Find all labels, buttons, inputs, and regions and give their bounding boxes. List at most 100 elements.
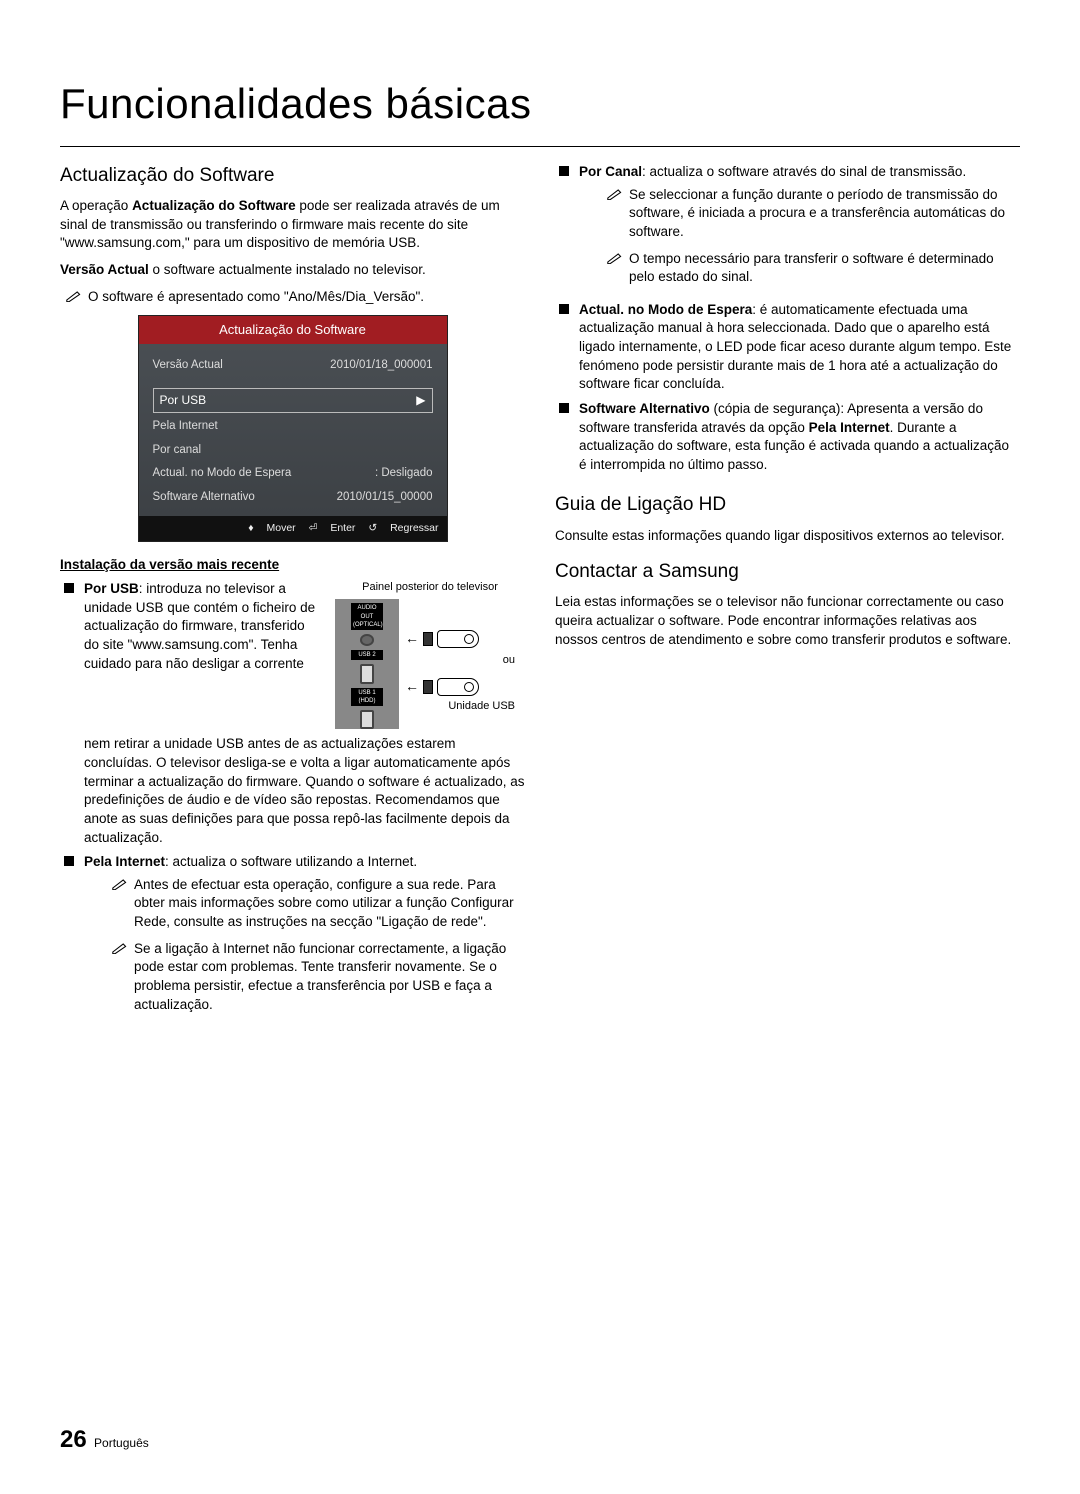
osd-row: Por canal	[153, 439, 433, 463]
arrow-left-icon: ←	[405, 629, 419, 648]
square-bullet-icon	[559, 403, 569, 413]
osd-row-version: Versão Actual 2010/01/18_000001	[153, 354, 433, 378]
square-bullet-icon	[559, 304, 569, 314]
left-column: Actualização do Software A operação Actu…	[60, 157, 525, 1028]
text: o software actualmente instalado no tele…	[149, 262, 426, 277]
right-column: Por Canal: actualiza o software através …	[555, 157, 1020, 1028]
bullet-por-usb: Por USB: introduza no televisor a unidad…	[60, 580, 525, 847]
page-footer: 26 Português	[60, 1426, 149, 1454]
osd-value: : Desligado	[375, 466, 433, 482]
text: : actualiza o software através do sinal …	[642, 164, 966, 179]
note-text: O tempo necessário para transferir o sof…	[629, 250, 1020, 287]
page-title: Funcionalidades básicas	[60, 80, 1020, 128]
osd-selected-row: Por USB ▶	[153, 388, 433, 413]
osd-body: Versão Actual 2010/01/18_000001 Por USB …	[139, 344, 447, 516]
bold-term: Actualização do Software	[132, 198, 296, 213]
port-label-usb1: USB 1 (HDD)	[351, 688, 383, 707]
section-heading-software-update: Actualização do Software	[60, 163, 525, 189]
plug-tip-icon	[423, 680, 433, 694]
port-label-optical: AUDIO OUT (OPTICAL)	[351, 603, 383, 630]
bullet-por-canal: Por Canal: actualiza o software através …	[555, 163, 1020, 295]
contact-paragraph: Leia estas informações se o televisor nã…	[555, 593, 1020, 649]
title-rule	[60, 146, 1020, 147]
square-bullet-icon	[64, 583, 74, 593]
page-language: Português	[94, 1436, 149, 1450]
usb-port-icon	[360, 664, 374, 683]
tv-rear-panel-diagram: Painel posterior do televisor AUDIO OUT …	[335, 580, 525, 729]
note-icon	[607, 251, 623, 287]
port-label-usb2: USB 2	[351, 650, 383, 660]
section-heading-hd-guide: Guia de Ligação HD	[555, 492, 1020, 518]
note-icon	[112, 877, 128, 932]
hd-guide-paragraph: Consulte estas informações quando ligar …	[555, 527, 1020, 546]
text: Regressar	[390, 522, 438, 534]
bold-term: Pela Internet	[809, 420, 890, 435]
optical-port-icon	[360, 634, 374, 646]
square-bullet-icon	[559, 166, 569, 176]
osd-label: Pela Internet	[153, 419, 218, 435]
arrow-left-icon: ←	[405, 677, 419, 696]
osd-label: Actual. no Modo de Espera	[153, 466, 292, 482]
osd-title: Actualização do Software	[139, 316, 447, 344]
plug-tip-icon	[423, 632, 433, 646]
osd-hint-move: ♦ Mover	[248, 522, 295, 534]
square-bullet-icon	[64, 856, 74, 866]
note-icon	[66, 289, 82, 308]
intro-paragraph: A operação Actualização do Software pode…	[60, 197, 525, 253]
osd-value: 2010/01/15_00000	[337, 490, 433, 506]
bullet-alt-software: Software Alternativo (cópia de segurança…	[555, 400, 1020, 475]
triangle-right-icon: ▶	[416, 392, 425, 409]
note-text: Antes de efectuar esta operação, configu…	[134, 876, 525, 932]
usb-plug-bottom: ←	[405, 677, 479, 696]
page-number: 26	[60, 1426, 87, 1453]
osd-screenshot: Actualização do Software Versão Actual 2…	[138, 315, 448, 541]
diagram-caption: Painel posterior do televisor	[335, 580, 525, 595]
note-icon	[607, 187, 623, 242]
usb-diagram-row: Por USB: introduza no televisor a unidad…	[84, 580, 525, 729]
subheading-install-latest: Instalação da versão mais recente	[60, 556, 525, 575]
bold-term: Por USB	[84, 581, 139, 596]
two-column-layout: Actualização do Software A operação Actu…	[60, 157, 1020, 1028]
osd-label: Por USB	[160, 392, 207, 409]
osd-row: Pela Internet	[153, 415, 433, 439]
osd-hint-enter: ⏎ Enter	[309, 522, 356, 534]
note-configure-network: Antes de efectuar esta operação, configu…	[84, 876, 525, 932]
current-version-paragraph: Versão Actual o software actualmente ins…	[60, 261, 525, 280]
bold-term: Pela Internet	[84, 854, 165, 869]
bullet-pela-internet: Pela Internet: actualiza o software util…	[60, 853, 525, 1022]
usb-port-icon	[360, 710, 374, 729]
section-heading-contact-samsung: Contactar a Samsung	[555, 559, 1020, 585]
osd-footer: ♦ Mover ⏎ Enter ↺ Regressar	[139, 516, 447, 540]
note-text: Se seleccionar a função durante o períod…	[629, 186, 1020, 242]
note-internet-problem: Se a ligação à Internet não funcionar co…	[84, 940, 525, 1015]
osd-label: Software Alternativo	[153, 490, 255, 506]
note-icon	[112, 941, 128, 1015]
bold-term: Versão Actual	[60, 262, 149, 277]
bold-term: Por Canal	[579, 164, 642, 179]
text: : actualiza o software utilizando a Inte…	[165, 854, 417, 869]
osd-label: Versão Actual	[153, 358, 223, 374]
usb-text-left: Por USB: introduza no televisor a unidad…	[84, 580, 321, 729]
usb-connectors-graphic: ← ou ← Unidade USB	[405, 599, 515, 729]
usb-drive-icon	[437, 678, 479, 696]
note-software-format: O software é apresentado como "Ano/Mês/D…	[60, 288, 525, 308]
note-channel-period: Se seleccionar a função durante o períod…	[579, 186, 1020, 242]
osd-row: Software Alternativo 2010/01/15_00000	[153, 486, 433, 510]
tv-panel-graphic: AUDIO OUT (OPTICAL) USB 2 USB 1 (HDD)	[335, 599, 399, 729]
usb-drive-caption: Unidade USB	[445, 699, 515, 714]
usb-plug-top: ←	[405, 629, 479, 648]
usb-text-continued: nem retirar a unidade USB antes de as ac…	[84, 736, 524, 844]
note-text: Se a ligação à Internet não funcionar co…	[134, 940, 525, 1015]
note-channel-time: O tempo necessário para transferir o sof…	[579, 250, 1020, 287]
osd-hint-return: ↺ Regressar	[368, 522, 438, 534]
note-text: O software é apresentado como "Ano/Mês/D…	[88, 288, 424, 308]
text: A operação	[60, 198, 132, 213]
usb-drive-icon	[437, 630, 479, 648]
bold-term: Actual. no Modo de Espera	[579, 302, 752, 317]
or-label: ou	[503, 653, 515, 668]
bullet-standby-update: Actual. no Modo de Espera: é automaticam…	[555, 301, 1020, 394]
osd-panel: Actualização do Software Versão Actual 2…	[138, 315, 448, 541]
osd-value: 2010/01/18_000001	[330, 358, 432, 374]
osd-row: Actual. no Modo de Espera : Desligado	[153, 462, 433, 486]
bold-term: Software Alternativo	[579, 401, 710, 416]
